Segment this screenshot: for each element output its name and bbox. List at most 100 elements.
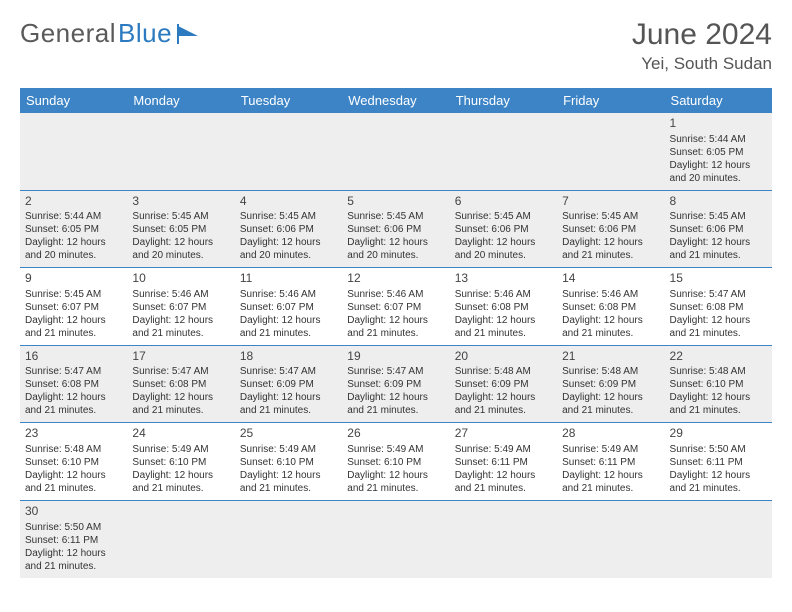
- calendar-cell: 23Sunrise: 5:48 AMSunset: 6:10 PMDayligh…: [20, 423, 127, 500]
- sunrise-line: Sunrise: 5:48 AM: [670, 365, 767, 378]
- sunset-line: Sunset: 6:09 PM: [562, 378, 659, 391]
- sunrise-line: Sunrise: 5:50 AM: [670, 443, 767, 456]
- sunrise-line: Sunrise: 5:48 AM: [562, 365, 659, 378]
- calendar-cell: 14Sunrise: 5:46 AMSunset: 6:08 PMDayligh…: [557, 268, 664, 345]
- day-header: Monday: [127, 88, 234, 113]
- sunrise-line: Sunrise: 5:49 AM: [240, 443, 337, 456]
- calendar-cell: 7Sunrise: 5:45 AMSunset: 6:06 PMDaylight…: [557, 191, 664, 268]
- calendar-week: 9Sunrise: 5:45 AMSunset: 6:07 PMDaylight…: [20, 268, 772, 346]
- calendar-cell: [235, 113, 342, 190]
- day-number: 1: [670, 116, 767, 132]
- calendar-week: 1Sunrise: 5:44 AMSunset: 6:05 PMDaylight…: [20, 113, 772, 191]
- calendar-cell: 2Sunrise: 5:44 AMSunset: 6:05 PMDaylight…: [20, 191, 127, 268]
- sunrise-line: Sunrise: 5:45 AM: [455, 210, 552, 223]
- calendar-cell: [20, 113, 127, 190]
- sunset-line: Sunset: 6:10 PM: [347, 456, 444, 469]
- calendar-cell: 16Sunrise: 5:47 AMSunset: 6:08 PMDayligh…: [20, 346, 127, 423]
- day-number: 10: [132, 271, 229, 287]
- calendar-cell: [342, 501, 449, 578]
- sunset-line: Sunset: 6:09 PM: [455, 378, 552, 391]
- day-header: Thursday: [450, 88, 557, 113]
- calendar-cell: 26Sunrise: 5:49 AMSunset: 6:10 PMDayligh…: [342, 423, 449, 500]
- sunset-line: Sunset: 6:07 PM: [240, 301, 337, 314]
- sunrise-line: Sunrise: 5:50 AM: [25, 521, 122, 534]
- day-number: 13: [455, 271, 552, 287]
- calendar-cell: 9Sunrise: 5:45 AMSunset: 6:07 PMDaylight…: [20, 268, 127, 345]
- daylight-line: Daylight: 12 hours and 21 minutes.: [670, 391, 767, 417]
- day-number: 26: [347, 426, 444, 442]
- daylight-line: Daylight: 12 hours and 21 minutes.: [347, 469, 444, 495]
- daylight-line: Daylight: 12 hours and 21 minutes.: [240, 314, 337, 340]
- calendar-cell: 17Sunrise: 5:47 AMSunset: 6:08 PMDayligh…: [127, 346, 234, 423]
- sunrise-line: Sunrise: 5:45 AM: [25, 288, 122, 301]
- sunset-line: Sunset: 6:06 PM: [347, 223, 444, 236]
- sunset-line: Sunset: 6:08 PM: [25, 378, 122, 391]
- sunrise-line: Sunrise: 5:49 AM: [132, 443, 229, 456]
- logo: GeneralBlue: [20, 18, 202, 49]
- day-number: 9: [25, 271, 122, 287]
- sunset-line: Sunset: 6:08 PM: [562, 301, 659, 314]
- day-number: 23: [25, 426, 122, 442]
- calendar-cell: 12Sunrise: 5:46 AMSunset: 6:07 PMDayligh…: [342, 268, 449, 345]
- sunrise-line: Sunrise: 5:45 AM: [240, 210, 337, 223]
- day-number: 30: [25, 504, 122, 520]
- calendar-cell: 3Sunrise: 5:45 AMSunset: 6:05 PMDaylight…: [127, 191, 234, 268]
- sunset-line: Sunset: 6:07 PM: [347, 301, 444, 314]
- sunrise-line: Sunrise: 5:44 AM: [25, 210, 122, 223]
- sunset-line: Sunset: 6:08 PM: [455, 301, 552, 314]
- calendar-cell: [127, 113, 234, 190]
- daylight-line: Daylight: 12 hours and 21 minutes.: [670, 469, 767, 495]
- page-header: GeneralBlue June 2024 Yei, South Sudan: [20, 18, 772, 74]
- sunrise-line: Sunrise: 5:49 AM: [347, 443, 444, 456]
- sunrise-line: Sunrise: 5:45 AM: [562, 210, 659, 223]
- calendar-cell: 10Sunrise: 5:46 AMSunset: 6:07 PMDayligh…: [127, 268, 234, 345]
- daylight-line: Daylight: 12 hours and 21 minutes.: [347, 391, 444, 417]
- sunset-line: Sunset: 6:05 PM: [132, 223, 229, 236]
- sunrise-line: Sunrise: 5:44 AM: [670, 133, 767, 146]
- day-header-row: SundayMondayTuesdayWednesdayThursdayFrid…: [20, 88, 772, 113]
- daylight-line: Daylight: 12 hours and 21 minutes.: [347, 314, 444, 340]
- sunrise-line: Sunrise: 5:45 AM: [347, 210, 444, 223]
- day-number: 2: [25, 194, 122, 210]
- sunset-line: Sunset: 6:06 PM: [240, 223, 337, 236]
- sunset-line: Sunset: 6:08 PM: [670, 301, 767, 314]
- day-number: 25: [240, 426, 337, 442]
- daylight-line: Daylight: 12 hours and 21 minutes.: [132, 391, 229, 417]
- day-number: 20: [455, 349, 552, 365]
- sunrise-line: Sunrise: 5:47 AM: [25, 365, 122, 378]
- daylight-line: Daylight: 12 hours and 21 minutes.: [455, 314, 552, 340]
- sunrise-line: Sunrise: 5:48 AM: [25, 443, 122, 456]
- sunset-line: Sunset: 6:08 PM: [132, 378, 229, 391]
- calendar-cell: 6Sunrise: 5:45 AMSunset: 6:06 PMDaylight…: [450, 191, 557, 268]
- day-header: Tuesday: [235, 88, 342, 113]
- daylight-line: Daylight: 12 hours and 20 minutes.: [132, 236, 229, 262]
- calendar-cell: 22Sunrise: 5:48 AMSunset: 6:10 PMDayligh…: [665, 346, 772, 423]
- calendar-week: 23Sunrise: 5:48 AMSunset: 6:10 PMDayligh…: [20, 423, 772, 501]
- calendar-week: 2Sunrise: 5:44 AMSunset: 6:05 PMDaylight…: [20, 191, 772, 269]
- calendar-cell: 5Sunrise: 5:45 AMSunset: 6:06 PMDaylight…: [342, 191, 449, 268]
- daylight-line: Daylight: 12 hours and 21 minutes.: [562, 469, 659, 495]
- day-number: 14: [562, 271, 659, 287]
- sunset-line: Sunset: 6:11 PM: [25, 534, 122, 547]
- daylight-line: Daylight: 12 hours and 21 minutes.: [562, 314, 659, 340]
- day-number: 6: [455, 194, 552, 210]
- sunset-line: Sunset: 6:05 PM: [25, 223, 122, 236]
- calendar-cell: [235, 501, 342, 578]
- daylight-line: Daylight: 12 hours and 20 minutes.: [240, 236, 337, 262]
- day-header: Wednesday: [342, 88, 449, 113]
- daylight-line: Daylight: 12 hours and 21 minutes.: [132, 469, 229, 495]
- day-number: 12: [347, 271, 444, 287]
- sunset-line: Sunset: 6:11 PM: [455, 456, 552, 469]
- sunset-line: Sunset: 6:06 PM: [455, 223, 552, 236]
- daylight-line: Daylight: 12 hours and 20 minutes.: [347, 236, 444, 262]
- sunrise-line: Sunrise: 5:47 AM: [347, 365, 444, 378]
- calendar-week: 16Sunrise: 5:47 AMSunset: 6:08 PMDayligh…: [20, 346, 772, 424]
- day-number: 7: [562, 194, 659, 210]
- sunset-line: Sunset: 6:09 PM: [347, 378, 444, 391]
- daylight-line: Daylight: 12 hours and 21 minutes.: [25, 547, 122, 573]
- title-block: June 2024 Yei, South Sudan: [632, 18, 772, 74]
- calendar-cell: 24Sunrise: 5:49 AMSunset: 6:10 PMDayligh…: [127, 423, 234, 500]
- sunset-line: Sunset: 6:11 PM: [562, 456, 659, 469]
- sunrise-line: Sunrise: 5:46 AM: [347, 288, 444, 301]
- calendar: SundayMondayTuesdayWednesdayThursdayFrid…: [20, 88, 772, 578]
